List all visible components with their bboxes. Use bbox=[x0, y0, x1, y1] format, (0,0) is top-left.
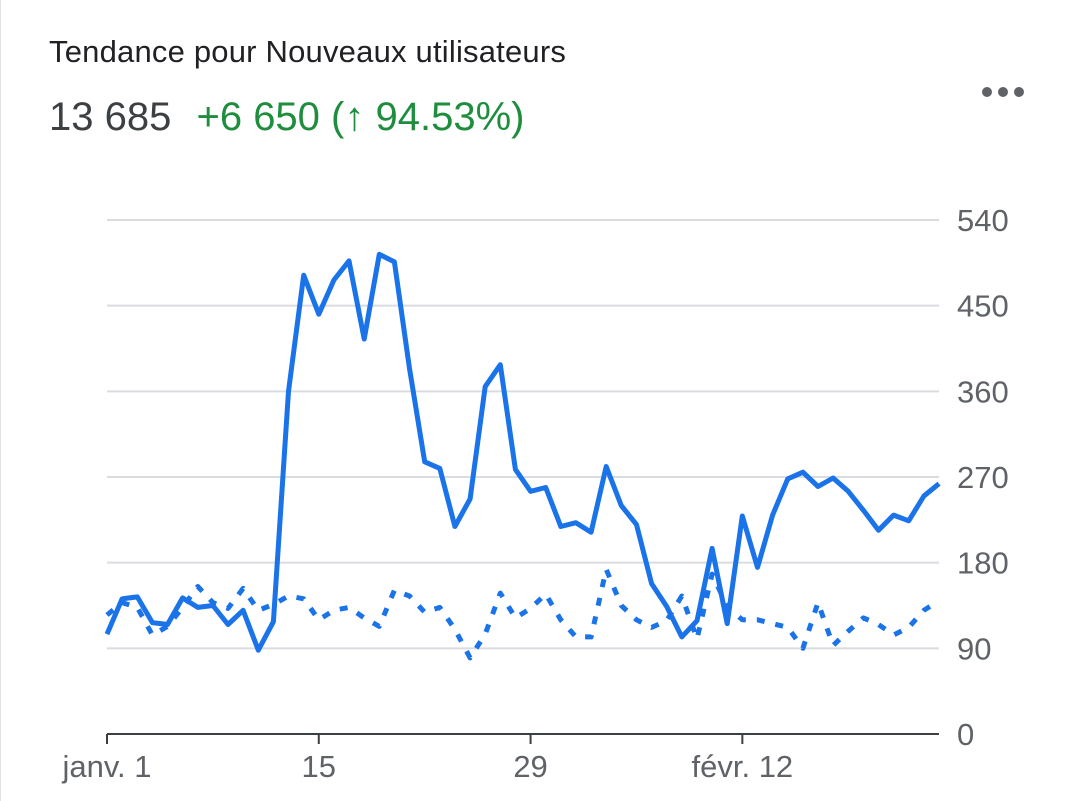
card-title: Tendance pour Nouveaux utilisateurs bbox=[49, 34, 567, 69]
metric-total: 13 685 bbox=[49, 95, 172, 139]
metric-summary: 13 685 +6 650 (↑ 94.53%) bbox=[49, 95, 524, 140]
more-options-button[interactable] bbox=[977, 80, 1029, 104]
x-tick-label: janv. 1 bbox=[61, 749, 151, 784]
y-tick-label: 360 bbox=[957, 374, 1009, 409]
more-horizontal-icon bbox=[982, 87, 992, 97]
y-tick-label: 0 bbox=[957, 717, 974, 752]
x-tick-label: févr. 12 bbox=[692, 749, 794, 784]
x-tick-label: 29 bbox=[513, 749, 547, 784]
metric-delta: +6 650 (↑ 94.53%) bbox=[196, 95, 525, 139]
y-tick-label: 540 bbox=[957, 203, 1009, 238]
y-tick-label: 90 bbox=[957, 631, 991, 666]
y-tick-label: 270 bbox=[957, 460, 1009, 495]
more-horizontal-icon-dot bbox=[998, 87, 1008, 97]
series-line-current bbox=[104, 251, 941, 653]
y-tick-label: 180 bbox=[957, 546, 1009, 581]
y-tick-label: 450 bbox=[957, 289, 1009, 324]
x-tick-label: 15 bbox=[302, 749, 336, 784]
more-horizontal-icon-dot bbox=[1014, 87, 1024, 97]
series-line-previous bbox=[105, 566, 941, 661]
